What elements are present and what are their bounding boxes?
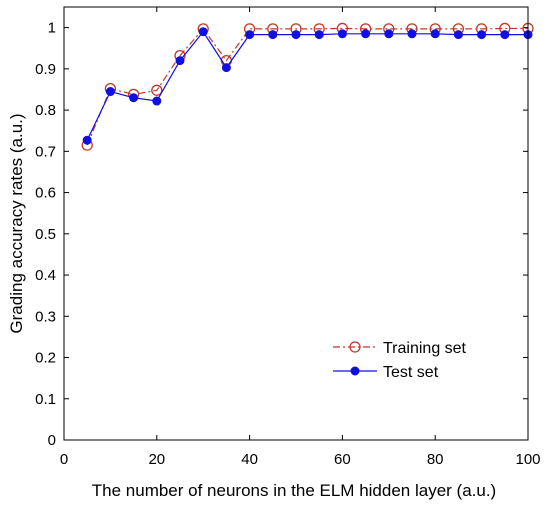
data-point-test-set (337, 29, 347, 39)
data-point-test-set (361, 29, 371, 39)
ticks-layer: 0 20 40 60 80 100 0 0.1 0.2 0.3 0.4 0.5 0.6 0.7 0.8 0.9… (35, 7, 541, 468)
data-point-test-set (221, 63, 231, 73)
y-tick-label: 0.1 (35, 391, 56, 408)
data-point-test-set (129, 93, 139, 103)
plot-frame (63, 6, 529, 441)
data-point-test-set (245, 30, 255, 40)
x-tick-label: 20 (148, 451, 165, 468)
legend-label-training-set: Training set (383, 340, 467, 357)
data-point-test-set (314, 30, 324, 40)
y-tick-label: 0.2 (35, 350, 56, 367)
data-point-test-set (152, 96, 162, 106)
x-tick-label: 80 (427, 451, 444, 468)
y-tick-label: 1 (48, 20, 56, 37)
y-tick-label: 0 (48, 432, 56, 449)
legend: Training set Test set (326, 332, 496, 386)
data-point-training-set (151, 84, 163, 96)
y-tick-label: 0.7 (35, 143, 56, 160)
data-point-test-set (500, 30, 510, 40)
legend-box (326, 332, 496, 386)
data-point-test-set (430, 29, 440, 39)
data-point-test-set (198, 27, 208, 37)
series-line-training-set (86, 27, 528, 146)
data-point-test-set (384, 29, 394, 39)
data-point-test-set (407, 29, 417, 39)
data-point-test-set (82, 135, 92, 145)
x-tick-label: 40 (241, 451, 258, 468)
legend-label-test-set: Test set (383, 364, 439, 381)
series-layer (81, 22, 534, 151)
legend-marker-training-set (349, 341, 361, 353)
data-point-test-set (477, 30, 487, 40)
x-tick-label: 100 (515, 451, 540, 468)
data-point-test-set (105, 87, 115, 97)
y-tick-label: 0.8 (35, 102, 56, 119)
y-tick-label: 0.5 (35, 226, 56, 243)
x-tick-label: 60 (334, 451, 351, 468)
data-point-test-set (291, 30, 301, 40)
legend-marker-test-set (350, 366, 360, 376)
y-tick-label: 0.9 (35, 61, 56, 78)
data-point-test-set (453, 30, 463, 40)
y-tick-label: 0.6 (35, 185, 56, 202)
data-point-test-set (175, 56, 185, 66)
y-tick-label: 0.3 (35, 308, 56, 325)
x-axis-label: The number of neurons in the ELM hidden … (92, 481, 496, 500)
x-tick-label: 0 (60, 451, 68, 468)
data-point-test-set (268, 30, 278, 40)
y-tick-label: 0.4 (35, 267, 56, 284)
y-axis-label: Grading accuracy rates (a.u.) (7, 113, 26, 333)
